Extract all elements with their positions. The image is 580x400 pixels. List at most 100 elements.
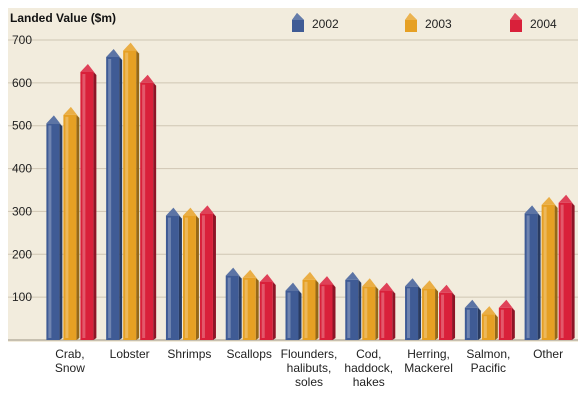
bar-cap <box>225 267 242 279</box>
bar-side <box>93 72 97 340</box>
bar-highlight <box>82 74 86 338</box>
bar-highlight <box>108 59 112 338</box>
bar-cap <box>362 278 379 290</box>
bar-side <box>435 288 439 340</box>
bar-side <box>298 290 302 340</box>
bar-side <box>332 284 336 340</box>
bar-cap <box>379 282 396 294</box>
bar-front <box>302 279 316 340</box>
bar-highlight <box>381 292 385 338</box>
y-tick-label: 100 <box>12 290 32 304</box>
bar-highlight <box>321 286 325 338</box>
bar-cap <box>524 205 541 217</box>
x-tick-label: Cod, haddock, hakes <box>344 347 393 389</box>
bar-side <box>195 215 199 340</box>
bar-highlight <box>167 217 171 338</box>
bar-cap <box>422 280 439 292</box>
bar-side <box>554 204 558 340</box>
bar-side <box>255 277 259 340</box>
bar <box>302 271 319 340</box>
bar-cap <box>464 299 481 311</box>
bar-highlight <box>244 279 248 338</box>
bar-highlight <box>543 206 547 338</box>
x-tick-label: Other <box>533 347 563 361</box>
bar <box>63 106 80 340</box>
legend: 2002 2003 2004 <box>292 13 557 32</box>
bar-front <box>285 290 299 340</box>
bar <box>439 284 456 340</box>
bar <box>182 207 199 340</box>
bar-side <box>76 114 80 340</box>
bar-side <box>119 57 123 340</box>
bar-front <box>46 123 60 340</box>
bar-highlight <box>500 309 504 338</box>
y-axis-ticks: 100 200 300 400 500 600 700 <box>12 33 32 304</box>
bar-side <box>392 290 396 340</box>
bar <box>345 271 362 340</box>
bar-highlight <box>287 292 291 338</box>
bar <box>558 194 575 340</box>
legend-swatch-cap <box>292 13 304 20</box>
bar-front <box>123 50 137 340</box>
bar <box>123 42 140 340</box>
bar-highlight <box>483 316 487 338</box>
x-tick-label: Herring, Mackerel <box>404 347 453 375</box>
bar-side <box>571 202 575 340</box>
bar-front <box>362 286 376 340</box>
bar-cap <box>199 205 216 217</box>
bar <box>498 299 515 340</box>
legend-label: 2004 <box>530 17 557 31</box>
bar-cap <box>405 278 422 290</box>
bar-cap <box>80 64 97 75</box>
bar-highlight <box>65 116 69 338</box>
bar-side <box>375 286 379 340</box>
x-tick-label: Crab, Snow <box>55 347 85 375</box>
bar-cap <box>123 42 140 54</box>
bar-side <box>315 279 319 340</box>
y-tick-label: 700 <box>12 33 32 47</box>
bar-front <box>524 213 538 340</box>
bar-highlight <box>184 217 188 338</box>
bar-front <box>345 279 359 340</box>
legend-item: 2003 <box>405 13 452 32</box>
y-tick-label: 400 <box>12 162 32 176</box>
bar-side <box>238 275 242 340</box>
bar <box>46 115 63 340</box>
legend-item: 2002 <box>292 13 339 32</box>
bar-front <box>199 213 213 340</box>
bar-front <box>182 215 196 340</box>
bar-highlight <box>48 125 52 338</box>
bar-cap <box>242 269 259 281</box>
bar-side <box>452 292 456 340</box>
bar-front <box>225 275 239 340</box>
bar-cap <box>63 106 80 118</box>
bar-cap <box>439 284 456 296</box>
bar-side <box>272 282 276 340</box>
bar-cap <box>285 282 302 294</box>
legend-label: 2003 <box>425 17 452 31</box>
bar-highlight <box>142 84 146 338</box>
bar-side <box>178 215 182 340</box>
bar-cap <box>481 306 498 318</box>
bar-highlight <box>347 281 351 338</box>
x-tick-label: Shrimps <box>167 347 211 361</box>
bar-highlight <box>526 215 530 338</box>
bar <box>165 207 182 340</box>
bar-front <box>541 204 555 340</box>
bar <box>225 267 242 340</box>
bar <box>422 280 439 340</box>
bar-highlight <box>424 290 428 338</box>
bar-highlight <box>125 52 129 338</box>
bar-cap <box>165 207 182 219</box>
x-tick-label: Lobster <box>110 347 150 361</box>
bar-side <box>477 307 481 340</box>
bar-front <box>558 202 572 340</box>
bar-cap <box>319 276 336 288</box>
bar-cap <box>302 271 319 283</box>
bar-highlight <box>304 281 308 338</box>
bar-cap <box>541 196 558 208</box>
bar-cap <box>498 299 515 311</box>
bar-front <box>63 114 77 340</box>
